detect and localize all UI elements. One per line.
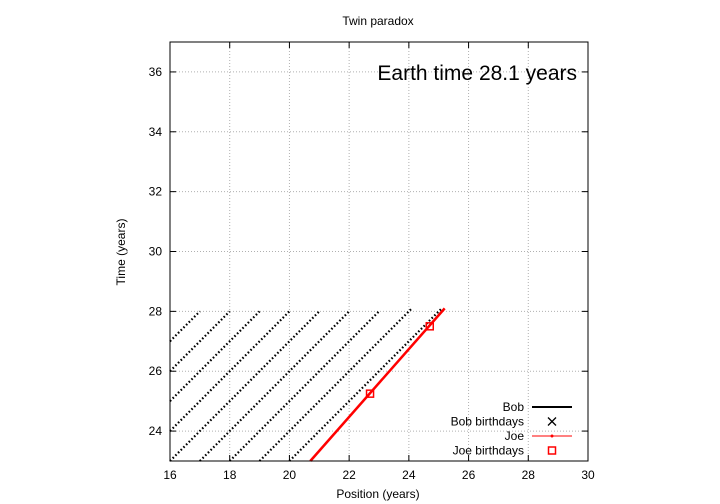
legend-label: Bob bbox=[503, 400, 525, 414]
bob-worldline bbox=[199, 310, 350, 462]
legend-swatch-joe-birthday bbox=[547, 446, 557, 455]
joe-birthday-marker bbox=[425, 322, 435, 331]
bob-worldline bbox=[169, 310, 231, 372]
y-tick-label: 32 bbox=[149, 185, 163, 199]
joe-worldline bbox=[309, 307, 446, 462]
x-tick-label: 30 bbox=[581, 468, 595, 482]
x-axis-label: Position (years) bbox=[336, 487, 419, 501]
legend-label: Joe birthdays bbox=[453, 444, 524, 458]
earth-time-annotation: Earth time 28.1 years bbox=[377, 62, 577, 85]
plot-data bbox=[169, 307, 446, 462]
bob-worldline bbox=[169, 310, 321, 462]
grid-lines bbox=[170, 42, 588, 461]
x-tick-label: 28 bbox=[522, 468, 536, 482]
y-axis-label: Time (years) bbox=[114, 219, 128, 286]
x-tick-label: 18 bbox=[223, 468, 237, 482]
legend-swatch-bob-birthday bbox=[547, 417, 557, 426]
legend-label: Bob birthdays bbox=[451, 415, 524, 429]
bob-worldline bbox=[228, 310, 380, 462]
legend-swatch-joe-dot bbox=[550, 434, 554, 438]
y-tick-label: 26 bbox=[149, 364, 163, 378]
x-tick-label: 20 bbox=[283, 468, 297, 482]
joe-birthday-marker bbox=[365, 389, 375, 398]
y-tick-label: 34 bbox=[149, 125, 163, 139]
legend-label: Joe bbox=[505, 429, 525, 443]
y-tick-label: 36 bbox=[149, 65, 163, 79]
bob-worldline bbox=[288, 307, 443, 462]
x-tick-label: 16 bbox=[163, 468, 177, 482]
y-tick-label: 24 bbox=[149, 424, 163, 438]
y-tick-label: 30 bbox=[149, 245, 163, 259]
y-tick-label: 28 bbox=[149, 304, 163, 318]
chart-title: Twin paradox bbox=[342, 14, 413, 28]
x-tick-label: 22 bbox=[342, 468, 356, 482]
x-tick-label: 26 bbox=[462, 468, 476, 482]
bob-worldline bbox=[258, 307, 413, 462]
x-tick-label: 24 bbox=[402, 468, 416, 482]
bob-worldline bbox=[169, 310, 201, 343]
axes: 16 18 20 22 24 26 28 30 24 26 28 30 32 34 36 bbox=[149, 42, 595, 482]
bob-worldline bbox=[169, 310, 291, 432]
